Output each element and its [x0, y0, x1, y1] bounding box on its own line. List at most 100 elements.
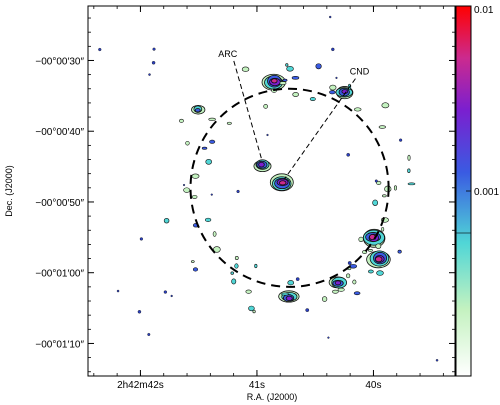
arc-annotation: ARC — [218, 49, 238, 59]
y-tick-label: −00°00′40″ — [35, 127, 84, 138]
speckle — [163, 217, 170, 224]
x-tick-label: 41s — [249, 380, 265, 391]
feature-ring-northeast — [335, 86, 354, 100]
speckle — [374, 179, 378, 183]
speckle — [378, 125, 386, 129]
speckle — [375, 243, 382, 249]
speckle — [331, 47, 335, 52]
speckle — [252, 309, 256, 314]
speckle — [309, 97, 316, 102]
speckle — [329, 90, 336, 95]
contour-level — [258, 161, 265, 168]
speckle — [353, 107, 362, 112]
speckle — [163, 290, 168, 294]
y-tick-label: −00°00′50″ — [35, 198, 84, 209]
speckle — [147, 332, 151, 336]
speckle — [148, 73, 151, 76]
speckle — [266, 133, 269, 137]
speckle — [376, 180, 382, 185]
speckle — [179, 118, 184, 123]
speckle — [291, 76, 300, 80]
speckle — [263, 104, 268, 109]
feature-ring-west — [191, 104, 206, 115]
colorbar-tick-label: 0.01 — [474, 5, 494, 16]
speckle — [285, 63, 289, 67]
contour-level — [285, 295, 293, 301]
speckle — [393, 185, 397, 191]
speckle — [152, 47, 156, 51]
speckle — [182, 183, 186, 187]
speckle — [185, 140, 190, 146]
speckle — [236, 189, 240, 194]
contour-level — [334, 280, 342, 286]
arc-leader-line — [233, 60, 263, 160]
speckle — [137, 310, 142, 314]
x-axis-title: R.A. (J2000) — [247, 392, 298, 402]
contour-level — [194, 108, 201, 113]
speckle — [352, 279, 357, 285]
speckle — [241, 66, 250, 72]
speckle — [367, 249, 373, 252]
y-tick-label: −00°01′10″ — [35, 339, 84, 350]
speckle — [315, 63, 322, 70]
cnd-annotation: CND — [350, 67, 370, 77]
contour-level — [271, 78, 278, 84]
feature-ring-south — [278, 290, 300, 303]
speckle — [208, 117, 216, 121]
speckle — [279, 81, 287, 85]
speckle — [226, 121, 232, 125]
speckle — [139, 237, 143, 241]
x-tick-label: 40s — [365, 380, 381, 391]
speckle — [170, 294, 173, 298]
y-axis-ticks: −00°00′30″ −00°00′40″ −00°00′50″ −00°01′00″… — [35, 17, 455, 373]
speckle — [381, 227, 385, 232]
speckle — [381, 102, 390, 109]
speckle — [329, 15, 332, 19]
speckle — [329, 84, 337, 91]
speckle — [191, 173, 200, 179]
speckle — [376, 270, 384, 276]
speckle — [368, 269, 374, 274]
feature-ring-north — [261, 73, 286, 91]
speckle — [183, 187, 191, 193]
speckle — [231, 278, 237, 285]
speckle — [254, 263, 258, 269]
feature-ring-southeast — [328, 276, 348, 289]
speckle — [407, 182, 416, 186]
speckle — [321, 296, 328, 302]
speckle — [212, 231, 217, 237]
speckle — [98, 47, 102, 52]
contour-level — [278, 180, 287, 186]
speckle — [209, 139, 216, 144]
colorbar-tick-label: 0.001 — [474, 187, 499, 198]
speckle — [213, 246, 221, 253]
speckle — [248, 305, 255, 312]
speckle — [346, 153, 350, 157]
speckle — [234, 256, 239, 260]
y-axis-title: Dec. (J2000) — [4, 165, 14, 217]
speckle — [234, 263, 239, 269]
contour-level — [375, 256, 383, 263]
speckle — [335, 76, 338, 79]
speckle — [399, 138, 403, 142]
colorbar-ticks: 0.01 0.001 — [466, 5, 499, 198]
speckle — [204, 217, 212, 222]
feature-central-source — [269, 173, 294, 192]
speckle — [407, 168, 411, 173]
speckle — [201, 146, 208, 150]
speckle — [210, 193, 213, 196]
speckle — [281, 292, 289, 296]
speckle — [292, 92, 299, 97]
speckle — [192, 267, 199, 272]
speckle — [407, 154, 411, 161]
speckle — [305, 308, 310, 312]
speckle — [358, 236, 364, 243]
speckle — [347, 261, 352, 265]
y-tick-label: −00°00′30″ — [35, 56, 84, 67]
speckle — [205, 158, 212, 165]
x-tick-label: 2h42m42s — [117, 380, 164, 391]
speckle — [435, 359, 439, 362]
speckle — [151, 61, 156, 65]
speckle — [327, 336, 330, 339]
